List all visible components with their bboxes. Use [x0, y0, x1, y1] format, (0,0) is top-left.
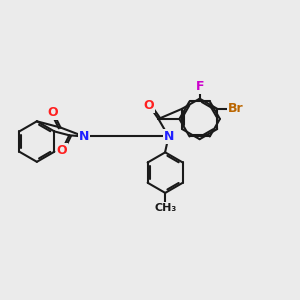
Text: F: F	[195, 80, 204, 93]
Text: O: O	[56, 144, 67, 157]
Text: O: O	[48, 106, 58, 119]
Text: N: N	[164, 130, 174, 143]
Text: N: N	[79, 130, 89, 143]
Text: O: O	[144, 99, 154, 112]
Text: CH₃: CH₃	[154, 203, 176, 213]
Text: Br: Br	[228, 102, 244, 115]
